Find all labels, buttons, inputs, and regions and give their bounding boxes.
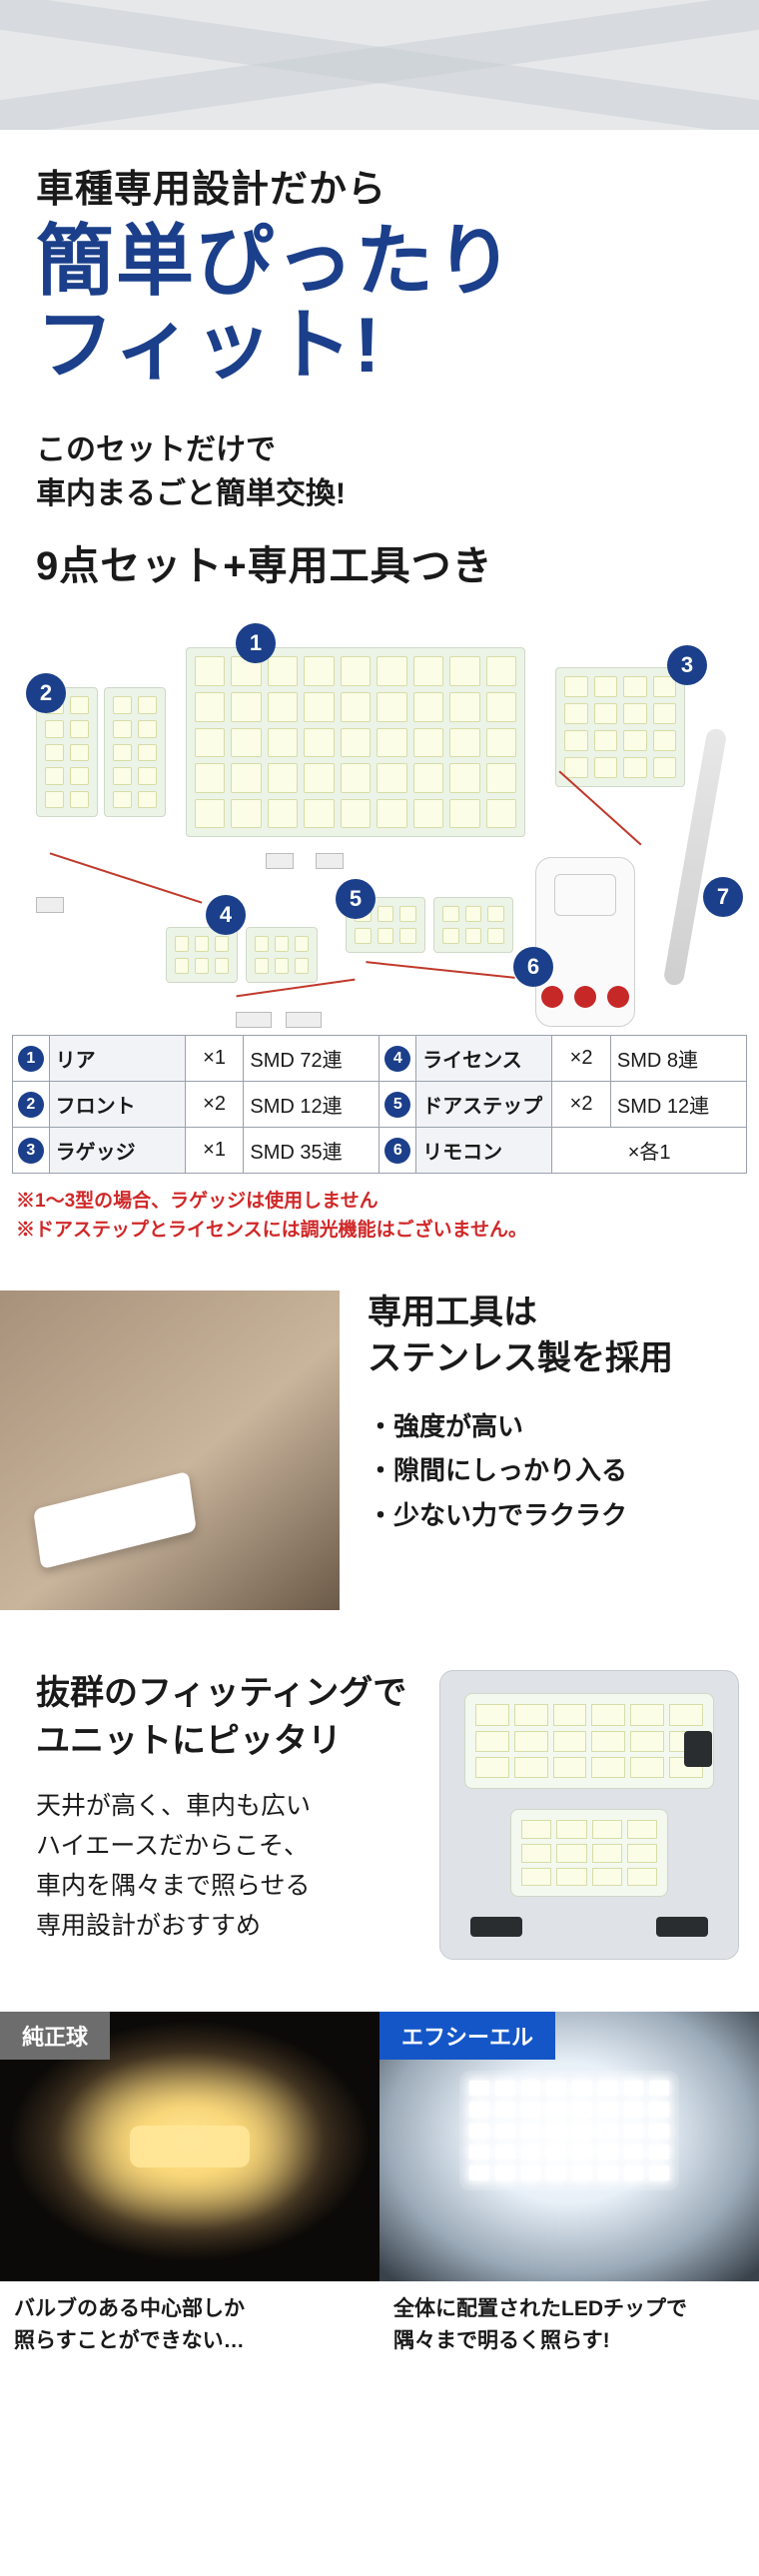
table-row: 3 ラゲッジ ×1 SMD 35連 6 リモコン ×各1 [13, 1128, 747, 1174]
stock-cap2: 照らすことができない… [14, 2329, 245, 2352]
row-smd: SMD 12連 [244, 1082, 380, 1128]
intro-big-1: 簡単ぴったり [36, 217, 515, 305]
badge-3: 3 [667, 645, 707, 685]
intro-block: 車種専用設計だから 簡単ぴったり フィット! このセットだけで 車内まるごと簡単… [0, 158, 759, 591]
notes: ※1～3型の場合、ラゲッジは使用しません ※ドアステップとライセンスには調光機能… [16, 1188, 743, 1245]
note-line: ※ドアステップとライセンスには調光機能はございません。 [16, 1217, 743, 1246]
tool-section: 専用工具は ステンレス製を採用 ・強度が高い ・隙間にしっかり入る ・少ない力で… [0, 1290, 759, 1610]
intro-sub2: 9点セット+専用工具つき [36, 533, 723, 591]
row-qty: ×2 [552, 1036, 611, 1082]
tool-heading: 専用工具は ステンレス製を採用 [368, 1290, 739, 1382]
fit-p4: 専用設計がおすすめ [36, 1912, 261, 1940]
row-smd: SMD 8連 [610, 1036, 746, 1082]
row-smd: SMD 35連 [244, 1128, 380, 1174]
fit-p1: 天井が高く、車内も広い [36, 1792, 311, 1820]
fit-p2: ハイエースだからこそ、 [36, 1832, 309, 1860]
tool-bullets: ・強度が高い ・隙間にしっかり入る ・少ない力でラクラク [368, 1404, 739, 1537]
intro-big: 簡単ぴったり フィット! [36, 219, 723, 387]
row-name: リア [49, 1036, 185, 1082]
row-num: 3 [18, 1138, 44, 1164]
stock-tag: 純正球 [0, 2012, 110, 2060]
row-num: 2 [18, 1092, 44, 1118]
fit-h1: 抜群のフィッティングで [36, 1674, 406, 1712]
row-smd: SMD 12連 [610, 1082, 746, 1128]
compare-fcl: エフシーエル 全体に配置されたLEDチップで 隅々まで明るく照らす! [380, 2012, 759, 2356]
table-row: 1 リア ×1 SMD 72連 4 ライセンス ×2 SMD 8連 [13, 1036, 747, 1082]
stock-caption: バルブのある中心部しか 照らすことができない… [0, 2281, 380, 2356]
intro-sub1: このセットだけで 車内まるごと簡単交換! [36, 429, 723, 515]
row-num: 6 [384, 1138, 410, 1164]
intro-sub1a: このセットだけで [36, 433, 276, 466]
fitting-section: 抜群のフィッティングで ユニットにピッタリ 天井が高く、車内も広い ハイエースだ… [0, 1670, 759, 1960]
row-num: 4 [384, 1046, 410, 1072]
row-num: 1 [18, 1046, 44, 1072]
compare-stock: 純正球 バルブのある中心部しか 照らすことができない… [0, 2012, 380, 2356]
row-qty: ×1 [185, 1036, 244, 1082]
row-smd: SMD 72連 [244, 1036, 380, 1082]
compare-section: 純正球 バルブのある中心部しか 照らすことができない… エフシーエル 全体に配置… [0, 2012, 759, 2356]
unit-mockup [439, 1670, 739, 1960]
fit-p3: 車内を隅々まで照らせる [36, 1872, 311, 1900]
tool-bullet: ・隙間にしっかり入る [368, 1448, 739, 1492]
row-num: 5 [384, 1092, 410, 1118]
fit-h2: ユニットにピッタリ [36, 1722, 342, 1760]
row-name: リモコン [416, 1128, 552, 1174]
row-name: ドアステップ [416, 1082, 552, 1128]
row-wide: ×各1 [552, 1128, 747, 1174]
badge-7: 7 [703, 877, 743, 917]
row-name: フロント [49, 1082, 185, 1128]
spec-table: 1 リア ×1 SMD 72連 4 ライセンス ×2 SMD 8連 2 フロント… [12, 1035, 747, 1174]
fcl-cap1: 全体に配置されたLEDチップで [393, 2297, 687, 2320]
intro-line1: 車種専用設計だから [36, 158, 723, 213]
fcl-cap2: 隅々まで明るく照らす! [393, 2329, 610, 2352]
row-qty: ×1 [185, 1128, 244, 1174]
fcl-tag: エフシーエル [380, 2012, 555, 2060]
tool-bullet: ・強度が高い [368, 1404, 739, 1448]
tool-h1: 専用工具は [368, 1293, 537, 1331]
row-qty: ×2 [185, 1082, 244, 1128]
row-qty: ×2 [552, 1082, 611, 1128]
badge-4: 4 [206, 895, 246, 935]
table-row: 2 フロント ×2 SMD 12連 5 ドアステップ ×2 SMD 12連 [13, 1082, 747, 1128]
tool-h2: ステンレス製を採用 [368, 1339, 673, 1377]
intro-big-2: フィット! [36, 301, 381, 389]
fit-body: 天井が高く、車内も広い ハイエースだからこそ、 車内を隅々まで照らせる 専用設計… [36, 1786, 423, 1946]
product-kit-image: 1 2 3 4 5 6 7 [36, 617, 723, 1027]
row-name: ラゲッジ [49, 1128, 185, 1174]
note-line: ※1～3型の場合、ラゲッジは使用しません [16, 1188, 743, 1217]
tool-bullet: ・少ない力でラクラク [368, 1493, 739, 1537]
top-angled-banner [0, 0, 759, 130]
intro-sub1b: 車内まるごと簡単交換! [36, 477, 346, 510]
row-name: ライセンス [416, 1036, 552, 1082]
stock-cap1: バルブのある中心部しか [14, 2297, 245, 2320]
tool-photo [0, 1290, 340, 1610]
fit-heading: 抜群のフィッティングで ユニットにピッタリ [36, 1670, 423, 1765]
fcl-caption: 全体に配置されたLEDチップで 隅々まで明るく照らす! [380, 2281, 759, 2356]
